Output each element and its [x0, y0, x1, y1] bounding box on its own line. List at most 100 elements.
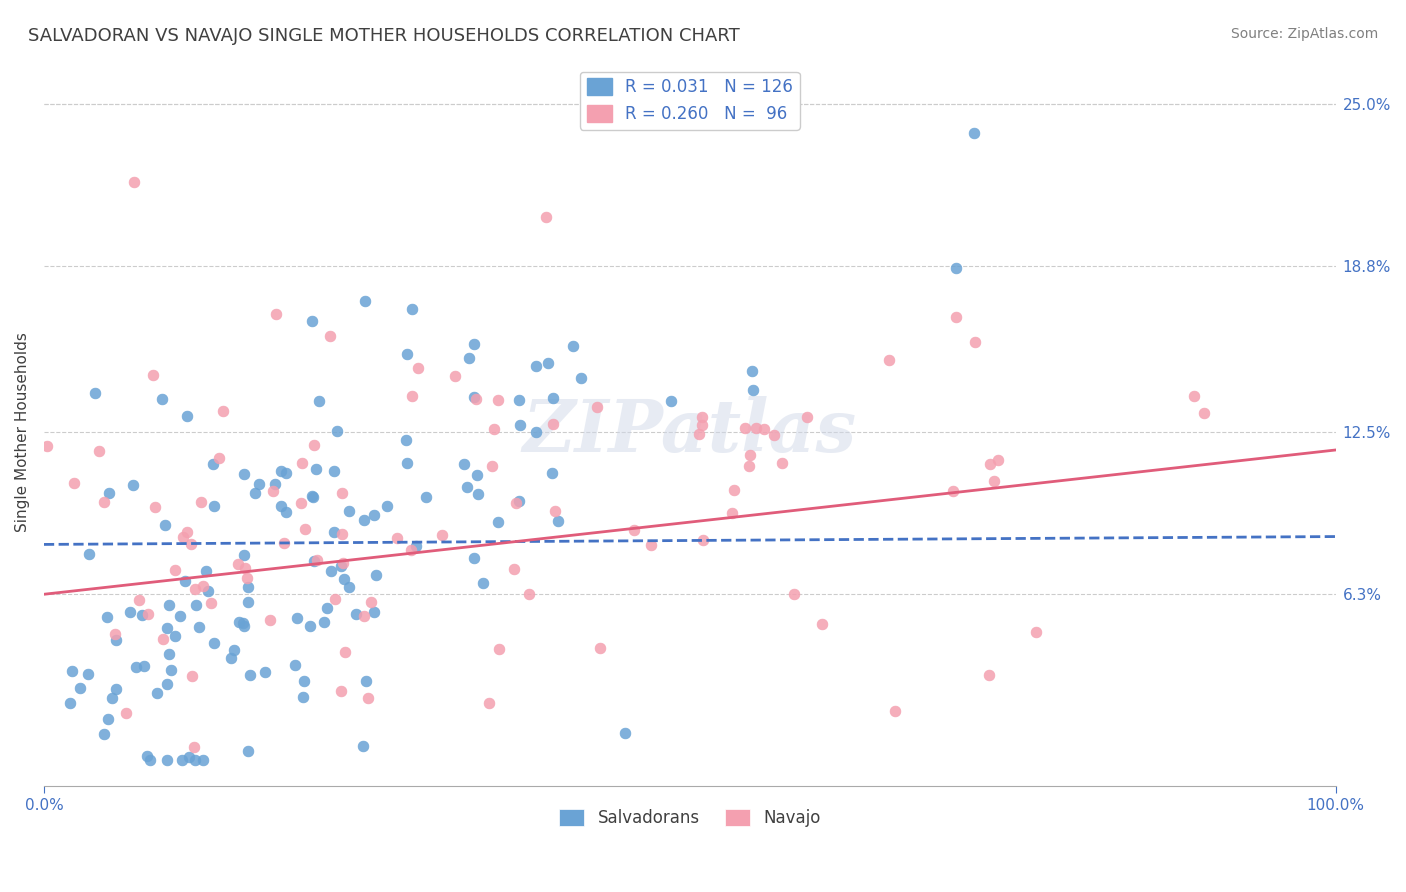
Point [1192, 406, 1215, 420]
Point [184, 598, 207, 612]
Point [319, 329, 342, 343]
Point [453, 458, 475, 472]
Point [337, 504, 360, 518]
Point [181, 669, 204, 683]
Point [197, 583, 219, 598]
Point [536, 356, 558, 370]
Point [877, 352, 900, 367]
Point [396, 347, 419, 361]
Point [405, 539, 427, 553]
Point [231, 615, 253, 630]
Point [169, 608, 191, 623]
Point [316, 601, 339, 615]
Point [366, 568, 388, 582]
Point [226, 557, 249, 571]
Point [125, 660, 148, 674]
Point [273, 536, 295, 550]
Point [945, 310, 967, 325]
Point [152, 632, 174, 647]
Point [100, 691, 122, 706]
Point [329, 558, 352, 573]
Point [394, 433, 416, 447]
Point [623, 524, 645, 538]
Point [118, 605, 141, 619]
Point [987, 452, 1010, 467]
Point [406, 360, 429, 375]
Point [430, 528, 453, 542]
Point [330, 526, 353, 541]
Point [270, 499, 292, 513]
Point [963, 126, 986, 140]
Point [177, 749, 200, 764]
Text: Source: ZipAtlas.com: Source: ZipAtlas.com [1230, 27, 1378, 41]
Point [62, 475, 84, 490]
Point [738, 449, 761, 463]
Point [165, 563, 187, 577]
Legend: Salvadorans, Navajo: Salvadorans, Navajo [553, 803, 827, 834]
Point [299, 618, 322, 632]
Point [354, 293, 377, 308]
Point [201, 457, 224, 471]
Point [810, 617, 832, 632]
Point [472, 575, 495, 590]
Point [688, 426, 710, 441]
Point [942, 484, 965, 499]
Point [659, 393, 682, 408]
Point [458, 351, 481, 366]
Point [191, 579, 214, 593]
Point [79, 548, 101, 562]
Point [172, 530, 194, 544]
Point [232, 467, 254, 482]
Point [752, 422, 775, 436]
Point [170, 753, 193, 767]
Point [183, 740, 205, 755]
Point [276, 467, 298, 481]
Point [357, 691, 380, 706]
Point [333, 572, 356, 586]
Point [305, 553, 328, 567]
Point [464, 392, 486, 406]
Point [176, 525, 198, 540]
Point [486, 515, 509, 529]
Point [505, 496, 527, 510]
Point [783, 586, 806, 600]
Point [138, 753, 160, 767]
Point [165, 629, 187, 643]
Point [156, 621, 179, 635]
Point [69, 681, 91, 696]
Point [330, 485, 353, 500]
Point [146, 686, 169, 700]
Point [259, 613, 281, 627]
Point [745, 421, 768, 435]
Point [321, 564, 343, 578]
Point [979, 458, 1001, 472]
Point [463, 337, 485, 351]
Point [159, 663, 181, 677]
Point [884, 705, 907, 719]
Point [614, 726, 637, 740]
Point [236, 571, 259, 585]
Point [128, 593, 150, 607]
Point [692, 418, 714, 433]
Point [143, 500, 166, 514]
Point [104, 633, 127, 648]
Point [741, 364, 763, 378]
Point [93, 495, 115, 509]
Point [467, 487, 489, 501]
Point [508, 393, 530, 408]
Text: ZIPatlas: ZIPatlas [523, 396, 856, 467]
Point [692, 533, 714, 547]
Point [132, 658, 155, 673]
Point [157, 598, 180, 612]
Point [262, 483, 284, 498]
Point [463, 390, 485, 404]
Point [465, 467, 488, 482]
Point [524, 359, 547, 373]
Point [150, 392, 173, 406]
Point [503, 562, 526, 576]
Point [945, 261, 967, 276]
Point [233, 619, 256, 633]
Point [352, 739, 374, 753]
Point [738, 459, 761, 474]
Point [115, 706, 138, 721]
